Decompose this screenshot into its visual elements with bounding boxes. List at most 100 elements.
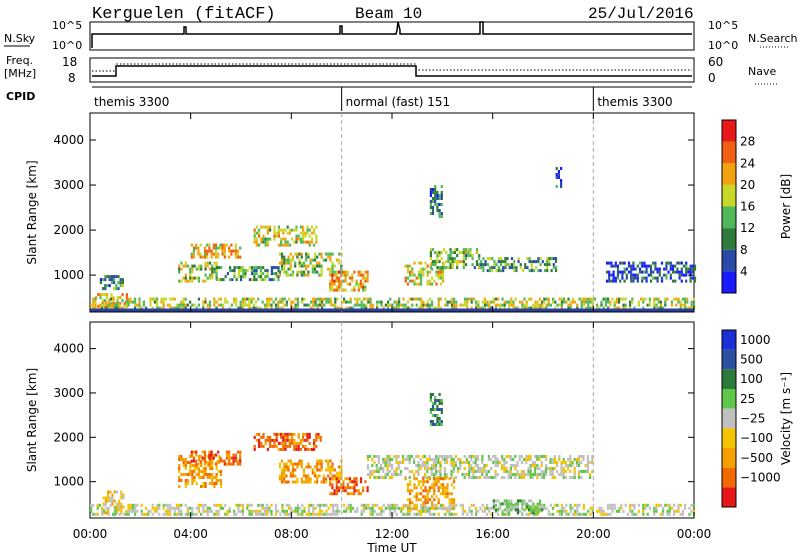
data-cell — [406, 458, 409, 461]
data-cell — [282, 432, 285, 436]
data-cell — [557, 173, 560, 176]
data-cell — [565, 503, 568, 507]
data-cell — [384, 464, 387, 467]
data-cell — [180, 303, 183, 307]
data-cell — [578, 464, 581, 467]
data-cell — [637, 303, 640, 307]
data-cell — [129, 509, 132, 513]
data-region — [492, 499, 544, 515]
data-cell — [302, 474, 306, 478]
data-cell — [619, 261, 622, 265]
data-cell — [521, 505, 524, 509]
data-cell — [335, 471, 339, 475]
data-cell — [538, 505, 542, 509]
data-cell — [277, 447, 280, 451]
data-cell — [266, 243, 269, 247]
data-cell — [437, 273, 440, 277]
data-cell — [505, 300, 508, 304]
data-cell — [359, 492, 363, 496]
data-cell — [446, 458, 449, 461]
data-cell — [360, 306, 363, 310]
data-cell — [428, 270, 431, 274]
data-cell — [429, 254, 432, 258]
data-cell — [562, 470, 565, 473]
data-cell — [623, 279, 626, 283]
data-cell — [503, 306, 506, 310]
data-cell — [313, 471, 317, 475]
data-cell — [610, 273, 613, 277]
data-cell — [607, 300, 610, 304]
data-cell — [310, 231, 313, 235]
data-cell — [534, 461, 537, 464]
data-cell — [213, 270, 216, 274]
data-cell — [280, 477, 284, 481]
data-cell — [307, 273, 310, 277]
data-cell — [224, 512, 227, 516]
data-cell — [428, 506, 431, 510]
data-cell — [180, 267, 183, 271]
data-cell — [436, 197, 439, 200]
data-cell — [343, 509, 346, 513]
data-cell — [402, 461, 405, 464]
data-cell — [553, 467, 556, 470]
data-cell — [540, 476, 543, 479]
data-cell — [432, 467, 435, 470]
data-cell — [440, 423, 443, 426]
data-cell — [483, 467, 486, 470]
data-cell — [318, 509, 321, 513]
data-cell — [371, 473, 374, 476]
data-cell — [300, 252, 303, 256]
data-cell — [180, 479, 183, 482]
data-cell — [182, 458, 185, 461]
data-cell — [204, 300, 207, 304]
data-cell — [527, 467, 530, 470]
data-cell — [300, 261, 303, 265]
data-cell — [197, 462, 200, 466]
data-cell — [222, 303, 225, 307]
data-cell — [291, 270, 295, 274]
data-cell — [442, 248, 446, 252]
data-cell — [288, 297, 291, 301]
data-cell — [437, 470, 440, 473]
data-cell — [446, 461, 449, 464]
data-cell — [598, 306, 601, 310]
data-cell — [136, 303, 139, 307]
data-cell — [327, 300, 330, 304]
data-cell — [510, 263, 514, 267]
data-cell — [320, 462, 323, 466]
data-cell — [482, 257, 485, 261]
data-cell — [410, 455, 413, 458]
data-cell — [215, 467, 218, 470]
data-cell — [167, 512, 170, 516]
data-cell — [437, 303, 440, 307]
data-cell — [615, 297, 618, 301]
data-cell — [529, 455, 532, 458]
data-cell — [470, 467, 473, 470]
data-cell — [691, 267, 694, 271]
data-cell — [388, 461, 391, 464]
data-cell — [230, 462, 233, 466]
data-cell — [453, 300, 456, 304]
data-cell — [221, 243, 224, 247]
data-cell — [398, 506, 401, 510]
data-cell — [327, 252, 330, 256]
data-cell — [204, 473, 207, 476]
data-cell — [616, 270, 620, 274]
data-cell — [331, 267, 334, 271]
data-cell — [233, 269, 236, 273]
data-cell — [575, 461, 578, 464]
data-cell — [253, 278, 256, 282]
data-cell — [287, 480, 290, 484]
data-cell — [356, 506, 359, 510]
data-cell — [541, 300, 544, 304]
data-cell — [548, 260, 551, 264]
data-cell — [164, 512, 167, 516]
data-cell — [677, 297, 680, 301]
data-cell — [318, 459, 321, 463]
data-cell — [591, 300, 594, 304]
data-cell — [318, 462, 321, 466]
data-cell — [543, 269, 547, 273]
data-cell — [653, 297, 656, 301]
data-cell — [332, 503, 335, 507]
data-cell — [645, 270, 648, 274]
